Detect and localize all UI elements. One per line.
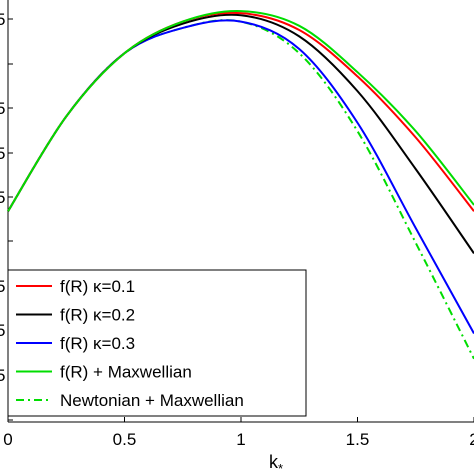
y-tick-label: 5 [0,366,5,385]
y-tick-label: 5 [0,321,5,340]
y-tick-label: 5 [0,144,5,163]
x-ticks: 0 0.5 1 1.5 2 [3,417,474,449]
legend-label: f(R) κ=0.1 [60,277,135,296]
x-axis-label-subscript: * [278,461,283,474]
legend-label: f(R) κ=0.3 [60,334,135,353]
x-tick-label: 1.5 [346,430,370,449]
legend-box [7,269,307,417]
x-axis-label: k* [269,452,283,474]
series-lines [7,10,474,360]
legend-label: f(R) + Maxwellian [60,363,192,382]
legend: f(R) κ=0.1 f(R) κ=0.2 f(R) κ=0.3 f(R) + Max… [7,269,307,417]
x-tick-label: 0 [3,430,12,449]
y-tick-label: 5 [0,99,5,118]
y-tick-label: 5 [0,188,5,207]
x-tick-label: 2 [469,430,474,449]
y-tick-label: 5 [0,10,5,29]
y-tick-label: 5 [0,277,5,296]
legend-label: f(R) κ=0.2 [60,306,135,325]
series-line-0 [7,11,474,212]
x-tick-label: 0.5 [113,430,137,449]
x-axis-label-main: k [269,452,279,472]
series-line-3 [7,10,474,212]
y-ticks: 5 5 5 5 5 5 5 [0,10,13,421]
x-tick-label: 1 [236,430,245,449]
legend-label: Newtonian + Maxwellian [60,391,244,410]
